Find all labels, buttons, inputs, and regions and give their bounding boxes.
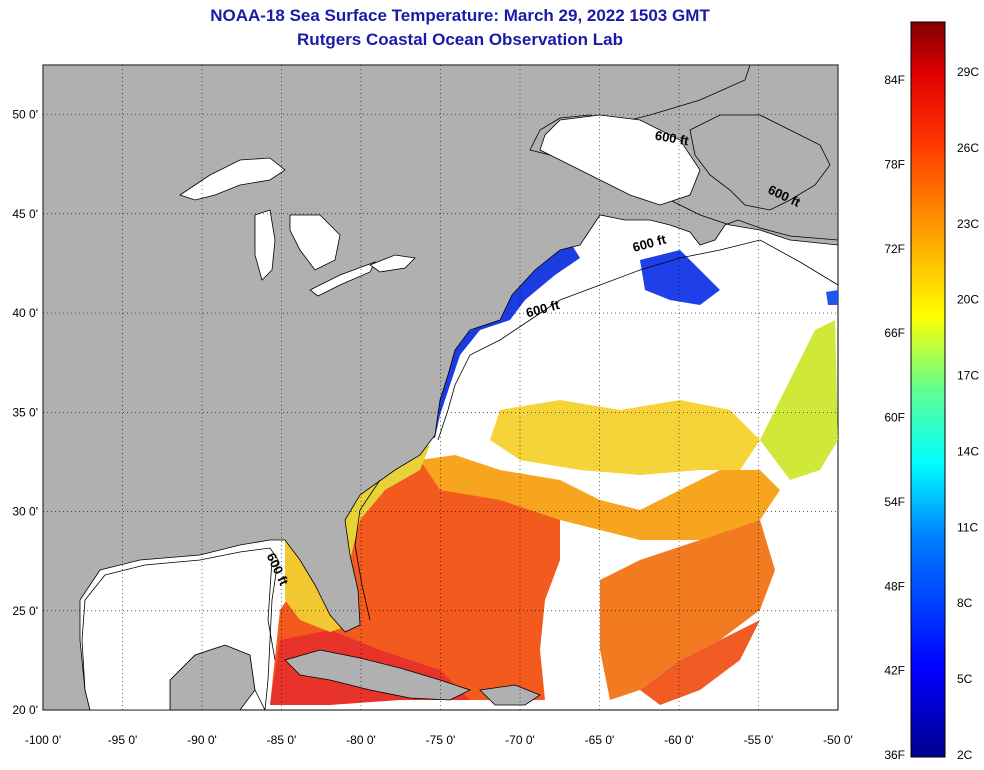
hispaniola-land	[479, 684, 541, 706]
colorbar-c-label: 20C	[957, 293, 979, 307]
x-tick-labels: -100 0' -95 0' -90 0' -85 0' -80 0' -75 0' -70…	[25, 733, 853, 747]
colorbar-f-label: 78F	[884, 157, 905, 171]
colorbar-f-label: 72F	[884, 242, 905, 256]
colorbar-celsius-labels: 29C 26C 23C 20C 17C 14C 11C 8C 5C 2C	[957, 65, 979, 762]
y-tick-label: 40 0'	[12, 306, 38, 320]
y-tick-labels: 20 0' 25 0' 30 0' 35 0' 40 0' 45 0' 50 0'	[12, 108, 38, 717]
great-lakes	[179, 157, 416, 297]
colorbar-c-label: 26C	[957, 141, 979, 155]
newfoundland-land	[689, 114, 831, 211]
x-tick-label: -50 0'	[823, 733, 853, 747]
y-tick-label: 45 0'	[12, 207, 38, 221]
x-tick-label: -85 0'	[267, 733, 297, 747]
x-tick-label: -80 0'	[346, 733, 376, 747]
colorbar-f-label: 84F	[884, 73, 905, 87]
chart-subtitle: Rutgers Coastal Ocean Observation Lab	[297, 30, 623, 49]
sst-east-green	[760, 320, 838, 480]
colorbar-c-label: 11C	[957, 520, 978, 534]
colorbar-c-label: 5C	[957, 672, 973, 686]
colorbar-f-label: 48F	[884, 579, 905, 593]
gulf-st-lawrence	[539, 114, 701, 206]
colorbar-c-label: 14C	[957, 444, 979, 458]
x-tick-label: -95 0'	[108, 733, 138, 747]
sst-southeast-warm	[640, 620, 760, 705]
colorbar-f-label: 54F	[884, 495, 905, 509]
chart-title: NOAA-18 Sea Surface Temperature: March 2…	[210, 6, 710, 25]
land	[43, 65, 838, 710]
x-tick-label: -65 0'	[585, 733, 615, 747]
cuba-land	[284, 649, 472, 701]
sst-gulfstream	[420, 455, 780, 540]
lake-michigan	[254, 209, 276, 281]
colorbar-f-label: 60F	[884, 411, 905, 425]
x-tick-label: -70 0'	[505, 733, 535, 747]
x-tick-label: -75 0'	[426, 733, 456, 747]
y-tick-label: 25 0'	[12, 604, 38, 618]
y-tick-label: 30 0'	[12, 505, 38, 519]
sst-east-warm	[600, 520, 775, 700]
contour-label: 600 ft	[654, 128, 691, 149]
y-tick-label: 35 0'	[12, 405, 38, 419]
lake-erie	[309, 261, 376, 297]
colorbar-c-label: 23C	[957, 217, 979, 231]
colorbar-c-label: 8C	[957, 596, 973, 610]
colorbar-f-label: 66F	[884, 326, 905, 340]
colorbar-fahrenheit-labels: 84F 78F 72F 66F 60F 54F 48F 42F 36F	[884, 73, 905, 762]
colorbar	[910, 21, 946, 758]
gulf-of-mexico	[81, 547, 279, 710]
sst-mid-yellow	[490, 400, 760, 475]
contour-600ft	[267, 239, 838, 661]
y-tick-label: 20 0'	[12, 703, 38, 717]
lake-superior	[179, 157, 286, 201]
x-tick-label: -55 0'	[744, 733, 774, 747]
x-tick-label: -90 0'	[187, 733, 217, 747]
y-tick-label: 50 0'	[12, 108, 38, 122]
sst-cold-east	[826, 290, 838, 305]
lake-ontario	[369, 254, 416, 273]
lake-huron	[289, 214, 341, 271]
x-tick-label: -100 0'	[25, 733, 61, 747]
x-tick-label: -60 0'	[664, 733, 694, 747]
colorbar-f-label: 36F	[884, 748, 905, 762]
graticule	[43, 65, 838, 710]
colorbar-c-label: 2C	[957, 748, 973, 762]
colorbar-c-label: 17C	[957, 369, 979, 383]
colorbar-f-label: 42F	[884, 664, 905, 678]
colorbar-c-label: 29C	[957, 65, 979, 79]
